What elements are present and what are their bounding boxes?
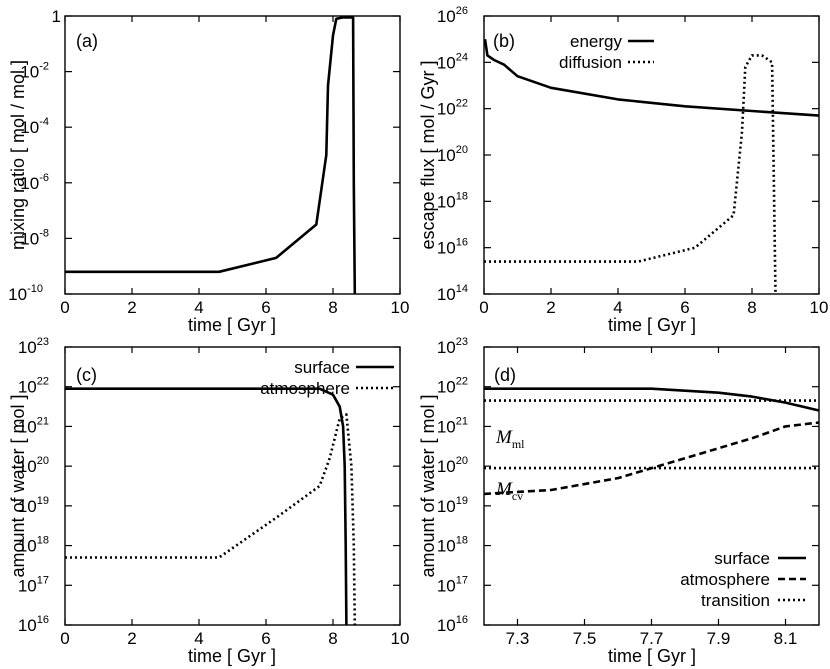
- x-tick-label: 10: [391, 629, 410, 648]
- panel-d-x-ticks: 7.3 7.5 7.7 7.9 8.1: [506, 347, 798, 648]
- panel-c-xlabel: time [ Gyr ]: [188, 646, 276, 666]
- y-tick-label: 1017: [437, 574, 468, 595]
- y-tick-label: 1019: [437, 495, 468, 516]
- y-tick-label: 10-2: [20, 61, 49, 82]
- y-tick-label: 1021: [18, 415, 49, 436]
- x-tick-label: 6: [261, 298, 270, 317]
- panel-d-legend-atmosphere: atmosphere: [680, 570, 770, 589]
- series-atmosphere: [65, 413, 357, 626]
- series-surface: [65, 387, 348, 626]
- y-tick-label: 1020: [437, 455, 468, 476]
- panel-c: (c) time [ Gyr ] amount of water [ mol ]…: [8, 336, 409, 666]
- y-tick-label: 1022: [18, 376, 49, 397]
- y-tick-label: 1018: [18, 535, 49, 556]
- panel-a-y-ticks: 10-10 10-8 10-6 10-4 10-2 1: [8, 7, 400, 304]
- panel-d-series: [483, 387, 820, 496]
- y-tick-label: 1017: [18, 574, 49, 595]
- y-tick-label: 1: [52, 7, 61, 26]
- y-tick-label: 1020: [437, 144, 468, 165]
- x-tick-label: 8: [747, 298, 756, 317]
- panel-d-ylabel: amount of water [ mol ]: [418, 394, 438, 577]
- y-tick-label: 1020: [18, 455, 49, 476]
- series-energy: [483, 39, 820, 117]
- x-tick-label: 8: [328, 298, 337, 317]
- y-tick-label: 1022: [437, 98, 468, 119]
- x-tick-label: 10: [810, 298, 829, 317]
- panel-c-y-ticks: 1016 1017 1018 1019 1020 1021 1022 1023: [18, 336, 400, 635]
- x-tick-label: 7.5: [573, 629, 597, 648]
- y-tick-label: 10-8: [20, 227, 49, 248]
- x-tick-label: 0: [60, 629, 69, 648]
- panel-d-legend-surface: surface: [714, 549, 770, 568]
- panel-b: (b) time [ Gyr ] escape flux [ mol / Gyr…: [418, 5, 828, 335]
- panel-d-label: (d): [494, 365, 516, 385]
- panel-b-legend-diffusion: diffusion: [559, 53, 622, 72]
- panel-b-y-ticks: 1014 1016 1018 1020 1022 1024 1026: [437, 5, 819, 304]
- y-tick-label: 1021: [437, 415, 468, 436]
- x-tick-label: 0: [60, 298, 69, 317]
- panel-d: (d) time [ Gyr ] amount of water [ mol ]…: [418, 336, 820, 666]
- x-tick-label: 4: [613, 298, 622, 317]
- panel-d-legend-transition: transition: [701, 591, 770, 610]
- y-tick-label: 10-6: [20, 172, 49, 193]
- panel-d-annotation-mml: Mml: [495, 427, 525, 451]
- panel-c-frame: [64, 346, 401, 626]
- y-tick-label: 1016: [437, 237, 468, 258]
- x-tick-label: 4: [194, 298, 203, 317]
- y-tick-label: 1014: [437, 283, 468, 304]
- panel-a: (a) time [ Gyr ] mixing ratio [ mol / mo…: [8, 7, 409, 335]
- x-tick-label: 7.7: [640, 629, 664, 648]
- panel-c-ylabel: amount of water [ mol ]: [8, 394, 28, 577]
- x-tick-label: 2: [546, 298, 555, 317]
- panel-a-frame: [64, 15, 401, 295]
- x-tick-label: 6: [680, 298, 689, 317]
- panel-a-xlabel: time [ Gyr ]: [188, 315, 276, 335]
- panel-b-x-ticks: 0 2 4 6 8 10: [479, 16, 828, 317]
- panel-a-x-ticks: 0 2 4 6 8 10: [60, 16, 409, 317]
- y-tick-label: 10-4: [20, 116, 49, 137]
- y-tick-label: 1023: [437, 336, 468, 357]
- panel-d-annotation-mcv: Mcv: [495, 479, 523, 503]
- panel-c-legend-surface: surface: [294, 358, 350, 377]
- y-tick-label: 1026: [437, 5, 468, 26]
- y-tick-label: 1016: [437, 614, 468, 635]
- panel-a-ylabel: mixing ratio [ mol / mol ]: [8, 60, 28, 250]
- series-atmosphere: [483, 421, 820, 496]
- panel-a-label: (a): [76, 31, 98, 51]
- panel-b-ylabel: escape flux [ mol / Gyr ]: [418, 60, 438, 249]
- y-tick-label: 1018: [437, 535, 468, 556]
- x-tick-label: 0: [479, 298, 488, 317]
- panel-b-legend-energy: energy: [570, 32, 622, 51]
- x-tick-label: 7.3: [506, 629, 530, 648]
- x-tick-label: 2: [127, 629, 136, 648]
- series-diffusion: [484, 54, 777, 295]
- y-tick-label: 1024: [437, 51, 468, 72]
- y-tick-label: 1023: [18, 336, 49, 357]
- panel-b-frame: [483, 15, 820, 295]
- panel-d-y-ticks: 1016 1017 1018 1019 1020 1021 1022 1023: [437, 336, 819, 635]
- x-tick-label: 4: [194, 629, 203, 648]
- panel-b-label: (b): [493, 31, 515, 51]
- panel-c-x-ticks: 0 2 4 6 8 10: [60, 347, 409, 648]
- x-tick-label: 2: [127, 298, 136, 317]
- series-surface: [484, 387, 820, 412]
- x-tick-label: 10: [391, 298, 410, 317]
- x-tick-label: 8: [328, 629, 337, 648]
- y-tick-label: 10-10: [8, 283, 43, 304]
- y-tick-label: 1022: [437, 376, 468, 397]
- x-tick-label: 8.1: [774, 629, 798, 648]
- x-tick-label: 7.9: [707, 629, 731, 648]
- panel-c-label: (c): [76, 365, 97, 385]
- panel-b-series: [483, 39, 820, 295]
- panel-b-xlabel: time [ Gyr ]: [608, 315, 696, 335]
- series-mixing-ratio: [65, 16, 357, 295]
- y-tick-label: 1019: [18, 495, 49, 516]
- x-tick-label: 6: [261, 629, 270, 648]
- panel-c-series: [65, 387, 357, 626]
- y-tick-label: 1018: [437, 190, 468, 211]
- panel-d-xlabel: time [ Gyr ]: [608, 646, 696, 666]
- panel-a-series: [65, 16, 357, 295]
- y-tick-label: 1016: [18, 614, 49, 635]
